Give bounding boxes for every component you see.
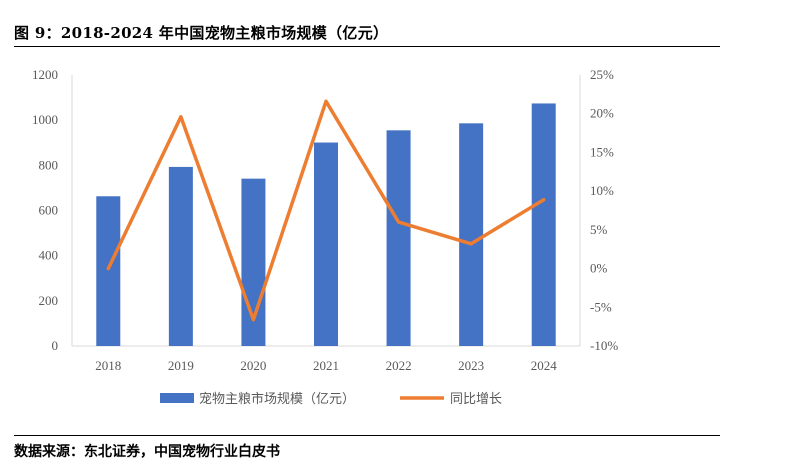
left-tick-label: 0 [52, 338, 59, 353]
line-series [106, 99, 546, 322]
x-tick-label: 2021 [313, 358, 339, 373]
legend-line-label: 同比增长 [450, 392, 502, 407]
bar-2024 [531, 103, 556, 346]
x-tick-label: 2018 [95, 358, 121, 373]
growth-point-2022 [397, 220, 401, 224]
growth-point-2019 [179, 115, 183, 119]
left-tick-label: 600 [39, 203, 59, 218]
left-tick-label: 1000 [32, 112, 58, 127]
left-tick-label: 1200 [32, 67, 58, 82]
right-tick-label: -5% [590, 299, 612, 314]
bar-2019 [168, 166, 193, 346]
bar-2022 [386, 130, 411, 346]
right-tick-label: 20% [590, 106, 614, 121]
title-rule [14, 46, 720, 47]
left-tick-label: 800 [39, 157, 59, 172]
tick-labels: 0 200 400 600 800 1000 1200 -10% -5% 0% 5% 10% 15% 20… [32, 67, 618, 373]
source-note: 数据来源：东北证券，中国宠物行业白皮书 [14, 444, 280, 460]
growth-point-2023 [469, 242, 473, 246]
bar-2023 [459, 123, 484, 346]
bar-series [96, 103, 556, 346]
figure-title: 图 9：2018-2024 年中国宠物主粮市场规模（亿元） [14, 24, 389, 42]
left-tick-label: 400 [39, 248, 59, 263]
right-tick-label: -10% [590, 338, 618, 353]
growth-point-2024 [542, 198, 546, 202]
x-tick-label: 2022 [386, 358, 412, 373]
legend-bar-label: 宠物主粮市场规模（亿元） [199, 391, 355, 407]
x-tick-label: 2023 [458, 358, 484, 373]
right-tick-label: 15% [590, 144, 614, 159]
bar-2018 [96, 196, 121, 346]
legend: 宠物主粮市场规模（亿元） 同比增长 [160, 391, 502, 407]
right-tick-label: 25% [590, 67, 614, 82]
growth-point-2021 [324, 99, 328, 103]
x-tick-label: 2024 [531, 358, 558, 373]
x-tick-label: 2020 [240, 358, 266, 373]
right-tick-label: 5% [590, 222, 608, 237]
right-tick-label: 10% [590, 183, 614, 198]
bar-2021 [314, 142, 338, 346]
growth-point-2018 [106, 267, 110, 271]
legend-bar-swatch [160, 393, 194, 403]
x-tick-label: 2019 [168, 358, 194, 373]
growth-point-2020 [251, 318, 255, 322]
left-tick-label: 200 [39, 293, 59, 308]
right-tick-label: 0% [590, 261, 608, 276]
source-rule [14, 435, 720, 436]
